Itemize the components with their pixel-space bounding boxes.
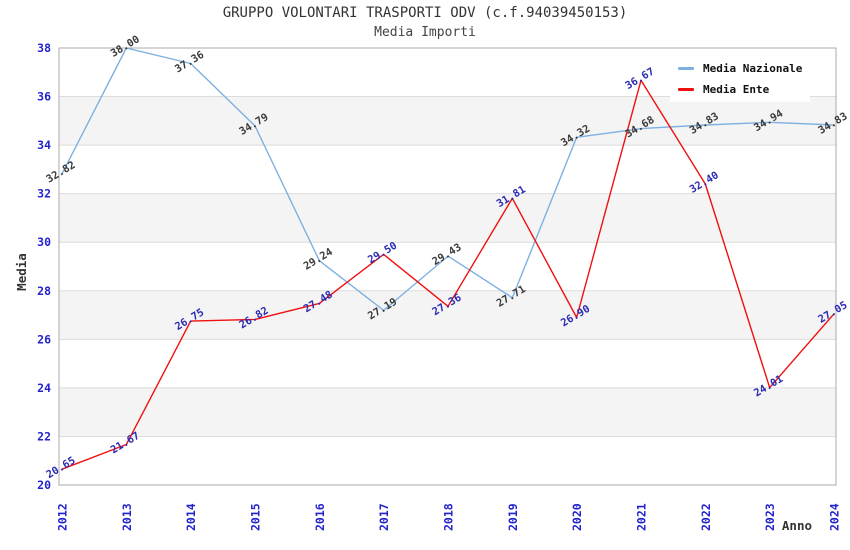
data-label-media-ente: 20.65	[44, 455, 77, 482]
plot-band	[59, 96, 836, 146]
data-label-media-nazionale: 37.36	[173, 49, 206, 76]
series-line-media-nazionale	[61, 47, 835, 312]
x-tick-label: 2019	[506, 503, 520, 531]
x-tick-label: 2016	[313, 503, 327, 531]
legend-swatch-media-ente	[678, 88, 694, 91]
x-tick-label: 2023	[763, 503, 777, 531]
y-tick-label: 26	[37, 332, 51, 346]
y-tick-label: 24	[37, 381, 51, 395]
x-tick-label: 2021	[635, 503, 649, 531]
x-tick-label: 2012	[56, 503, 70, 531]
y-tick-label: 28	[37, 284, 51, 298]
y-tick-label: 20	[37, 478, 51, 492]
plot-band	[59, 387, 836, 437]
data-label-media-ente: 36.67	[623, 66, 656, 93]
x-tick-label: 2017	[377, 503, 391, 531]
y-axis-label: Media	[14, 253, 29, 291]
x-tick-label: 2018	[442, 503, 456, 531]
y-tick-label: 38	[37, 41, 51, 55]
legend-item-media-ente: Media Ente	[678, 83, 802, 96]
data-label-media-nazionale: 29.43	[430, 241, 463, 268]
plot-band	[59, 290, 836, 340]
x-axis-label: Anno	[782, 518, 812, 533]
y-tick-label: 34	[37, 138, 51, 152]
x-tick-label: 2013	[120, 503, 134, 531]
x-tick-label: 2024	[828, 503, 842, 531]
chart-title: GRUPPO VOLONTARI TRASPORTI ODV (c.f.9403…	[222, 5, 628, 21]
data-label-media-nazionale: 38.00	[109, 33, 142, 60]
legend-label-media-ente: Media Ente	[703, 83, 770, 96]
legend-label-media-nazionale: Media Nazionale	[703, 62, 803, 75]
x-tick-label: 2022	[699, 503, 713, 531]
data-label-media-ente: 32.40	[688, 169, 721, 196]
x-tick-label: 2014	[184, 503, 198, 531]
data-label-media-nazionale: 32.82	[44, 159, 77, 186]
legend-item-media-nazionale: Media Nazionale	[678, 62, 802, 75]
x-tick-label: 2015	[249, 503, 263, 531]
y-tick-label: 32	[37, 187, 51, 201]
y-tick-label: 30	[37, 235, 51, 249]
y-tick-label: 22	[37, 429, 51, 443]
legend-swatch-media-nazionale	[678, 67, 694, 70]
chart-subtitle: Media Importi	[374, 25, 476, 40]
legend: Media Nazionale Media Ente	[670, 57, 811, 102]
plot-border	[58, 47, 837, 486]
x-tick-label: 2020	[570, 503, 584, 531]
series-line-media-ente	[61, 79, 835, 470]
plot-band	[59, 193, 836, 243]
y-tick-label: 36	[37, 90, 51, 104]
